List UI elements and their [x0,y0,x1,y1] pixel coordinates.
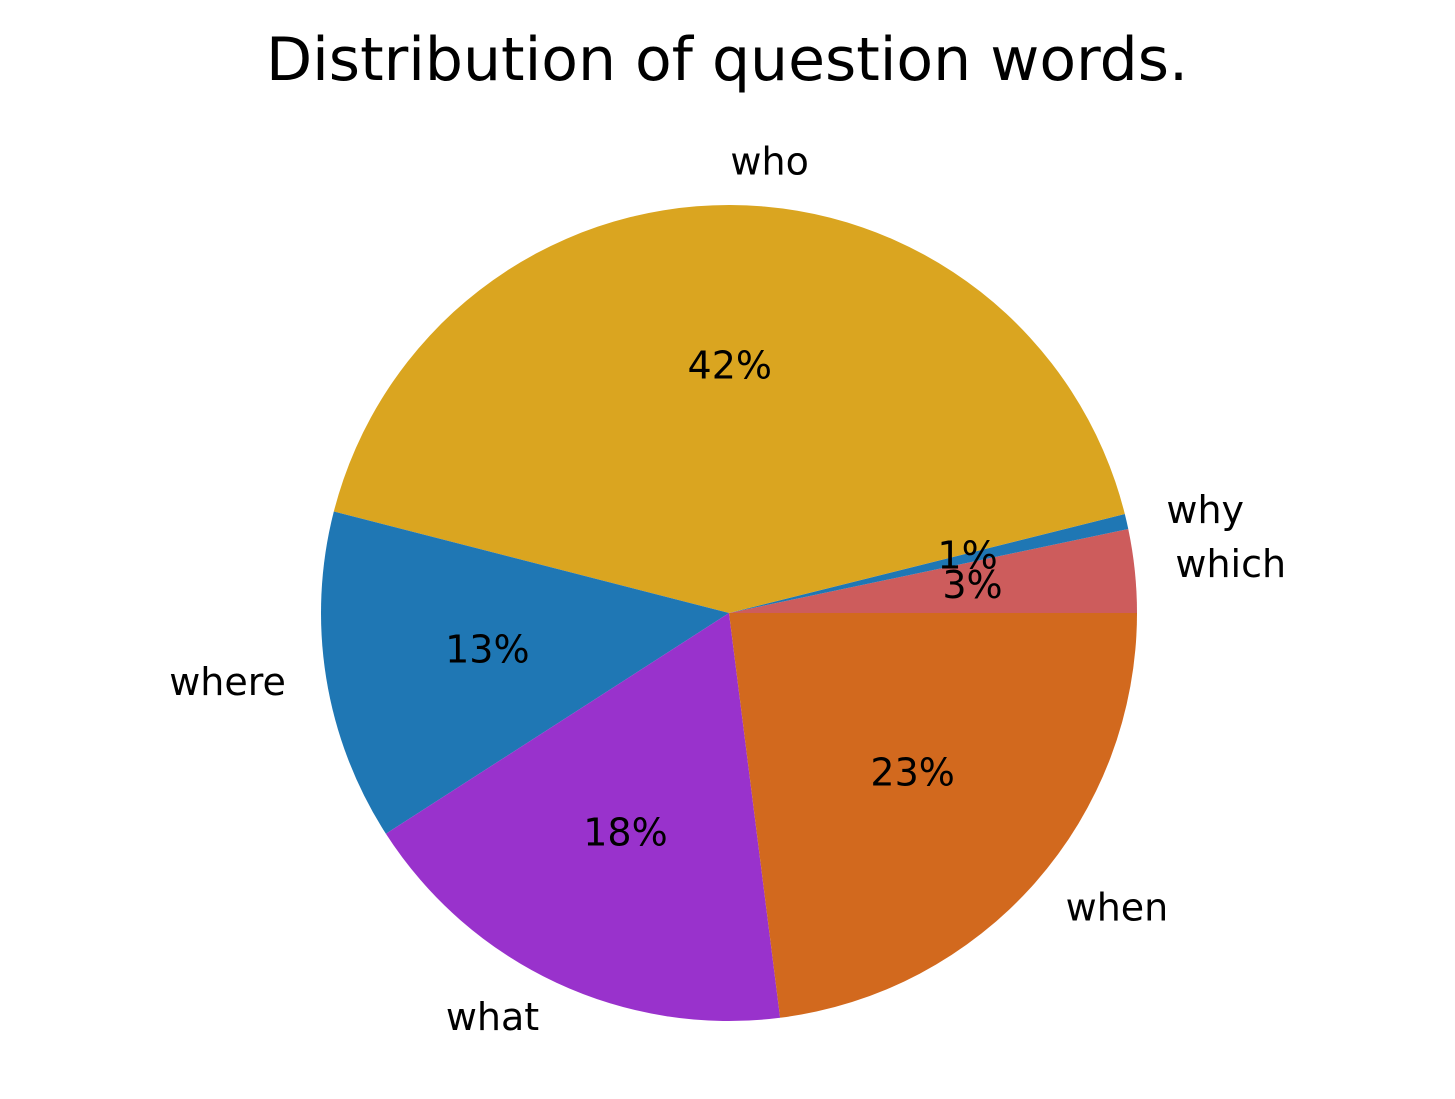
pie-slice-when [729,613,1137,1018]
pie-slice-where [321,511,729,834]
pie-slices [321,204,1138,1021]
pie-labels: which why who where what when [169,140,1286,1039]
pie-percent-which: 3% [942,563,1002,607]
pie-slice-which [729,529,1138,613]
chart-title: Distribution of question words. [266,25,1188,95]
pie-percent-who: 42% [688,344,772,388]
pie-label-who: who [730,140,808,184]
pie-percent-where: 13% [445,628,529,672]
pie-label-which: which [1175,542,1286,586]
pie-percent-why: 1% [937,534,997,578]
pie-slice-who [333,204,1125,613]
pie-percent-when: 23% [870,750,954,794]
pie-label-where: where [169,660,286,704]
pie-percent-labels: 3%1% 42% 13% 18% 23% [445,344,1003,855]
pie-slice-what [385,613,781,1021]
pie-label-why: why [1166,488,1244,532]
pie-label-when: when [1066,885,1169,929]
pie-label-what: what [446,995,539,1039]
pie-percent-what: 18% [583,810,667,854]
pie-slice-why [729,514,1129,613]
